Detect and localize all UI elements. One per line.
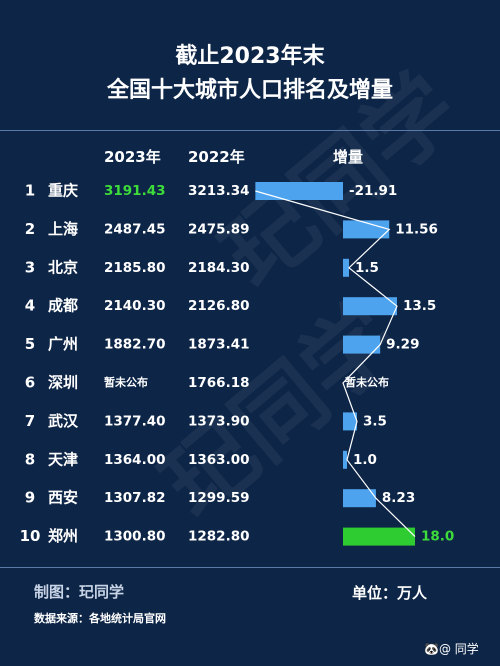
rank-label: 9 bbox=[25, 489, 35, 507]
value-2023: 1364.00 bbox=[104, 452, 166, 468]
growth-bar bbox=[255, 182, 343, 200]
city-label: 广州 bbox=[48, 335, 78, 353]
city-label: 成都 bbox=[48, 297, 78, 315]
growth-label: 1.0 bbox=[353, 452, 377, 468]
credit-text: 制图：玘同学 bbox=[34, 583, 125, 601]
rank-label: 6 bbox=[25, 374, 35, 392]
rank-label: 3 bbox=[25, 258, 35, 276]
city-label: 北京 bbox=[48, 258, 78, 276]
value-2023: 3191.43 bbox=[104, 183, 166, 199]
value-2022: 1766.18 bbox=[188, 375, 250, 391]
header-2023: 2023年 bbox=[104, 148, 161, 166]
rank-label: 7 bbox=[25, 412, 35, 430]
city-label: 天津 bbox=[48, 450, 78, 468]
growth-bar bbox=[343, 450, 347, 469]
unit-text: 单位：万人 bbox=[352, 584, 428, 602]
rank-label: 8 bbox=[25, 450, 35, 468]
city-label: 郑州 bbox=[48, 527, 78, 545]
growth-bar bbox=[343, 335, 381, 354]
value-2022: 1873.41 bbox=[188, 337, 250, 353]
value-2023: 2185.80 bbox=[104, 260, 166, 276]
value-2023: 2487.45 bbox=[104, 221, 166, 237]
city-label: 西安 bbox=[48, 489, 78, 507]
growth-label: 3.5 bbox=[363, 413, 387, 429]
value-2023: 2140.30 bbox=[104, 298, 166, 314]
growth-label: 8.23 bbox=[382, 490, 415, 506]
chart-title-line2: 全国十大城市人口排名及增量 bbox=[106, 78, 393, 103]
growth-bar bbox=[343, 489, 376, 508]
value-2023: 暂未公布 bbox=[104, 375, 148, 389]
top-divider bbox=[0, 130, 500, 131]
growth-label: 9.29 bbox=[386, 337, 419, 353]
value-2022: 2475.89 bbox=[188, 221, 250, 237]
city-label: 上海 bbox=[48, 220, 78, 238]
rank-label: 4 bbox=[25, 297, 35, 315]
growth-bar bbox=[343, 258, 349, 277]
value-2022: 1299.59 bbox=[188, 490, 250, 506]
value-2023: 1300.80 bbox=[104, 529, 166, 545]
growth-label: 18.0 bbox=[421, 529, 454, 545]
value-2022: 1373.90 bbox=[188, 413, 250, 429]
growth-bar bbox=[343, 412, 357, 431]
growth-bar bbox=[343, 220, 390, 239]
rank-label: 1 bbox=[25, 182, 35, 200]
value-2022: 2126.80 bbox=[188, 298, 250, 314]
value-2023: 1307.82 bbox=[104, 490, 166, 506]
header-growth: 增量 bbox=[333, 148, 364, 166]
rank-label: 10 bbox=[20, 527, 41, 545]
source-text: 数据来源：各地统计局官网 bbox=[34, 612, 166, 625]
rank-label: 2 bbox=[25, 220, 35, 238]
growth-label: -21.91 bbox=[349, 183, 397, 199]
growth-label: 11.56 bbox=[395, 221, 438, 237]
bottom-divider bbox=[0, 567, 500, 568]
growth-label: 13.5 bbox=[403, 298, 436, 314]
city-label: 深圳 bbox=[48, 374, 78, 392]
growth-label: 暂未公布 bbox=[345, 375, 389, 389]
growth-trend-line bbox=[255, 190, 416, 538]
city-label: 武汉 bbox=[48, 412, 79, 430]
rank-label: 5 bbox=[25, 335, 35, 353]
city-label: 重庆 bbox=[48, 182, 78, 200]
growth-bar bbox=[343, 527, 415, 546]
header-2022: 2022年 bbox=[188, 148, 245, 166]
author-badge: 🐼@ 同学 bbox=[424, 642, 479, 656]
value-2022: 3213.34 bbox=[188, 183, 250, 199]
value-2023: 1882.70 bbox=[104, 337, 166, 353]
value-2022: 1282.80 bbox=[188, 529, 250, 545]
growth-label: 1.5 bbox=[355, 260, 379, 276]
growth-bar bbox=[343, 297, 397, 316]
value-2023: 1377.40 bbox=[104, 413, 166, 429]
value-2022: 2184.30 bbox=[188, 260, 250, 276]
value-2022: 1363.00 bbox=[188, 452, 250, 468]
chart-title-line1: 截止2023年末 bbox=[175, 44, 325, 69]
